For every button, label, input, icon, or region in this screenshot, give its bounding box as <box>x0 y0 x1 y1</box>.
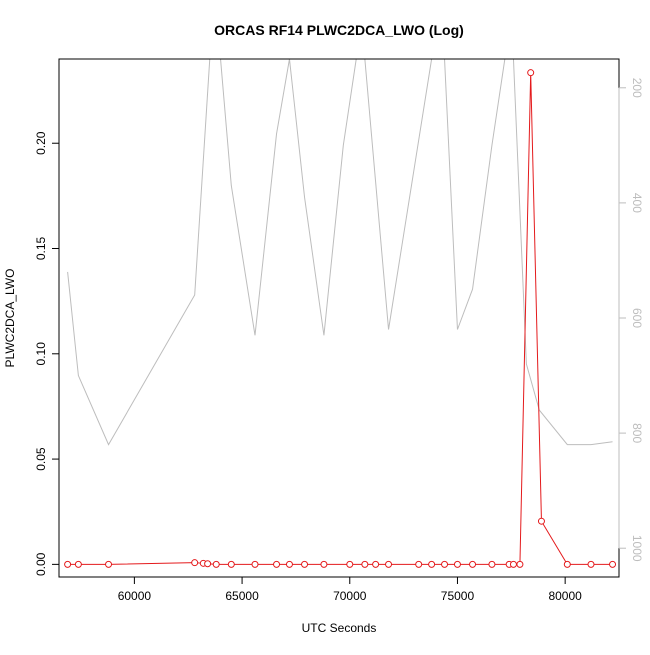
data-point <box>488 560 496 568</box>
chart-title: ORCAS RF14 PLWC2DCA_LWO (Log) <box>214 22 464 38</box>
x-tick-label: 60000 <box>118 589 152 603</box>
data-point <box>587 560 595 568</box>
y-tick-label: 0.00 <box>34 552 48 576</box>
x-axis: 60000 65000 70000 75000 80000 <box>118 576 582 603</box>
data-point <box>609 560 617 568</box>
data-point <box>372 560 380 568</box>
data-point <box>469 560 477 568</box>
y-axis-left: 0.00 0.05 0.10 0.15 0.20 <box>34 131 60 576</box>
y-axis-label: PLWC2DCA_LWO <box>3 269 17 368</box>
y2-tick-label: 800 <box>630 423 644 443</box>
data-point <box>191 559 199 567</box>
data-point <box>285 560 293 568</box>
plot-content <box>64 59 617 568</box>
data-point <box>74 560 82 568</box>
data-point <box>563 560 571 568</box>
secondary-series-line <box>67 59 613 446</box>
x-tick-label: 65000 <box>225 589 259 603</box>
data-point <box>227 560 235 568</box>
y-axis-right: 200 400 600 800 1000 <box>618 78 644 562</box>
data-point <box>64 560 72 568</box>
x-tick-label: 80000 <box>548 589 582 603</box>
data-point <box>385 560 393 568</box>
data-point <box>273 560 281 568</box>
data-point <box>346 560 354 568</box>
plot-frame <box>58 58 620 578</box>
data-point <box>537 517 545 525</box>
data-point <box>415 560 423 568</box>
y2-tick-label: 200 <box>630 78 644 98</box>
y-tick-label: 0.15 <box>34 237 48 261</box>
data-point <box>251 560 259 568</box>
data-point <box>441 560 449 568</box>
y-tick-label: 0.10 <box>34 342 48 366</box>
data-point <box>204 560 212 568</box>
y-tick-label: 0.05 <box>34 447 48 471</box>
data-point <box>509 560 517 568</box>
data-point <box>527 69 535 77</box>
data-point <box>212 560 220 568</box>
y-tick-label: 0.20 <box>34 131 48 155</box>
x-tick-label: 70000 <box>333 589 367 603</box>
data-point <box>428 560 436 568</box>
x-tick-label: 75000 <box>441 589 475 603</box>
data-point <box>453 560 461 568</box>
data-point <box>301 560 309 568</box>
y2-tick-label: 600 <box>630 308 644 328</box>
data-point <box>516 560 524 568</box>
y2-tick-label: 400 <box>630 193 644 213</box>
primary-series-line <box>67 72 613 565</box>
data-point <box>361 560 369 568</box>
data-point <box>320 560 328 568</box>
data-point <box>105 560 113 568</box>
y2-tick-label: 1000 <box>630 535 644 562</box>
x-axis-label: UTC Seconds <box>302 621 377 635</box>
